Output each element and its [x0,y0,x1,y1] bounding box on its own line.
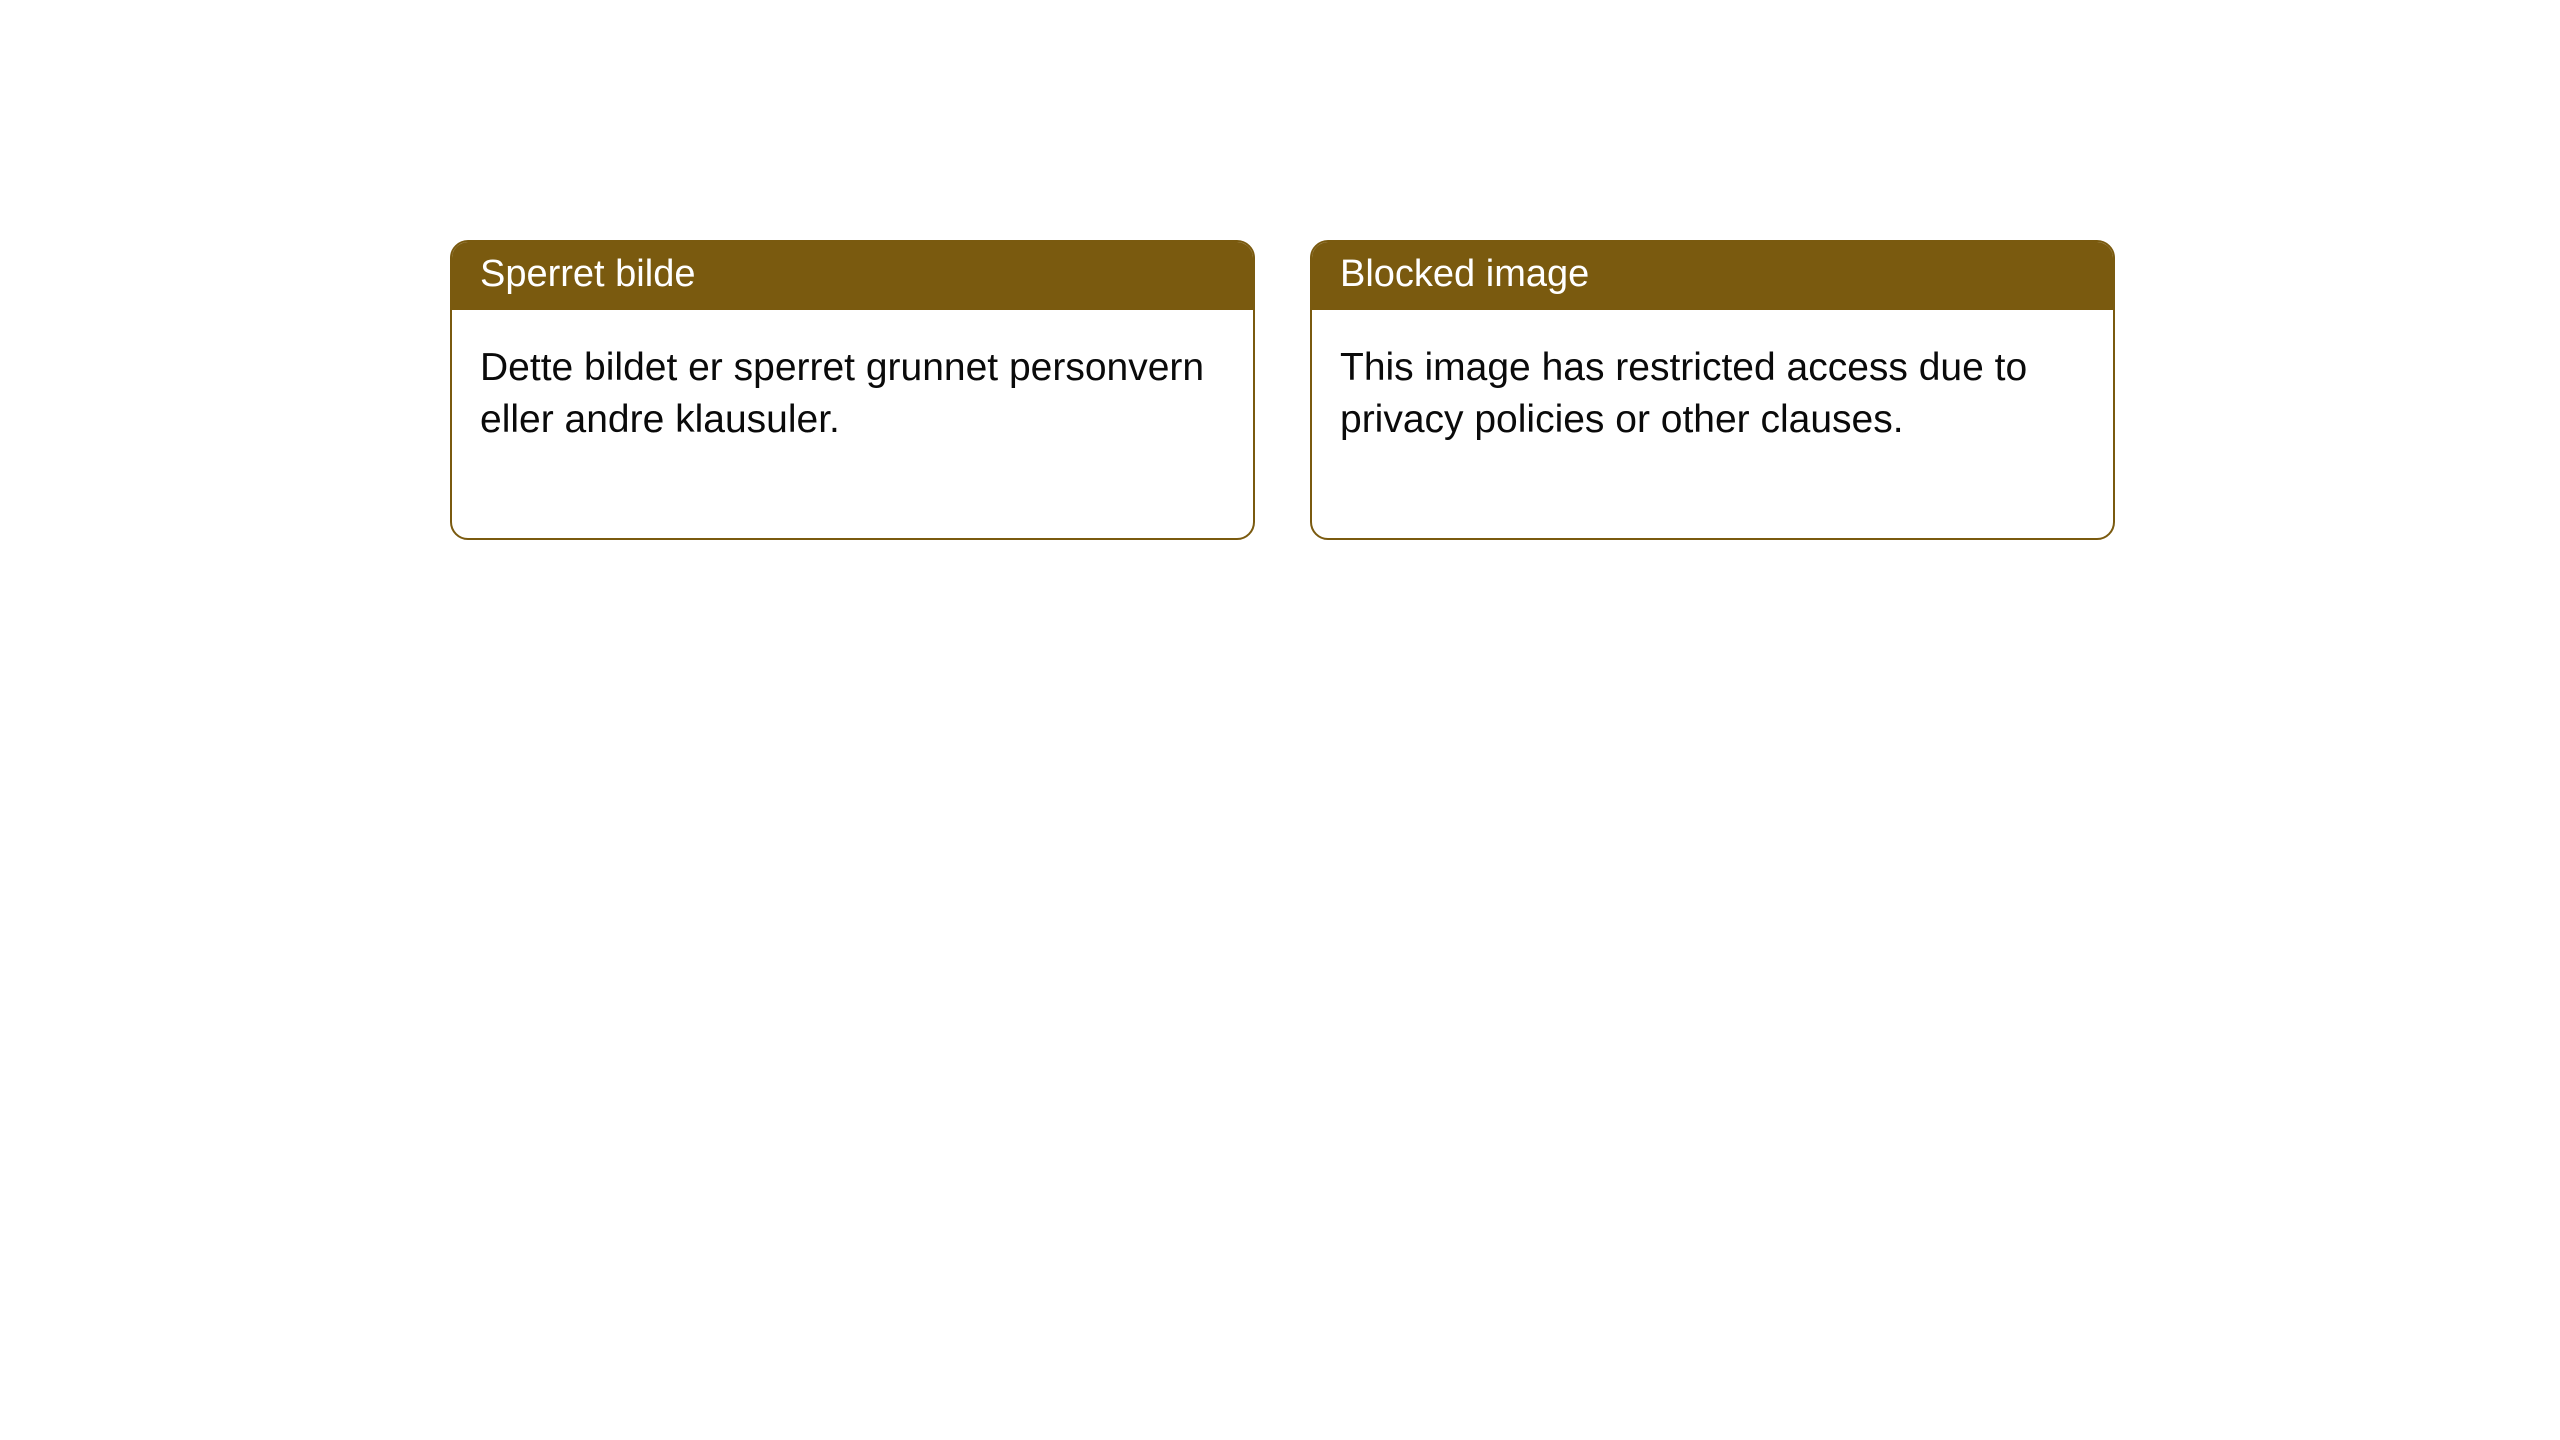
notice-card-english: Blocked image This image has restricted … [1310,240,2115,540]
notice-card-title: Blocked image [1312,242,2113,310]
notice-card-body: Dette bildet er sperret grunnet personve… [452,310,1253,538]
notice-card-norwegian: Sperret bilde Dette bildet er sperret gr… [450,240,1255,540]
notice-container: Sperret bilde Dette bildet er sperret gr… [0,0,2560,540]
notice-card-title: Sperret bilde [452,242,1253,310]
notice-card-body: This image has restricted access due to … [1312,310,2113,538]
